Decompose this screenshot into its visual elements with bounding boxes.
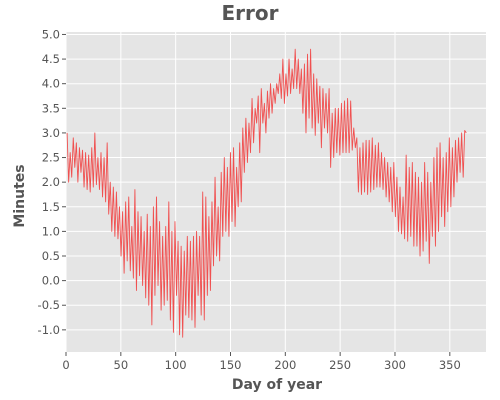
y-tick-label: 4.0 [42, 77, 60, 91]
x-tick-label: 50 [114, 358, 129, 372]
x-tick-label: 0 [62, 358, 69, 372]
y-tick-label: 1.0 [42, 224, 60, 238]
y-tick-label: 1.5 [42, 200, 60, 214]
y-tick-label: 0.5 [42, 249, 60, 263]
x-tick-label: 200 [274, 358, 296, 372]
axis-ticks: 0 50 100 150 200 250 300 350 -1.0 -0.5 0.0 0.5 1.0 1.… [38, 27, 461, 372]
x-tick-label: 300 [384, 358, 406, 372]
x-tick-label: 250 [329, 358, 351, 372]
y-tick-label: 4.5 [42, 52, 60, 66]
y-tick-label: 2.5 [42, 151, 60, 165]
error-series-line [66, 48, 467, 338]
y-tick-label: 3.0 [42, 126, 60, 140]
y-axis-label: Minutes [12, 164, 28, 227]
y-tick-label: 5.0 [42, 27, 60, 41]
y-tick-label: -1.0 [38, 323, 60, 337]
x-axis-label: Day of year [232, 377, 322, 393]
plot-background [66, 32, 486, 352]
y-tick-label: -0.5 [38, 298, 60, 312]
y-tick-label: 2.0 [42, 175, 60, 189]
y-tick-label: 3.5 [42, 101, 60, 115]
x-tick-label: 350 [439, 358, 461, 372]
y-tick-label: 0.0 [42, 274, 60, 288]
chart-title: Error [222, 1, 279, 25]
x-tick-label: 100 [165, 358, 187, 372]
x-tick-label: 150 [220, 358, 242, 372]
